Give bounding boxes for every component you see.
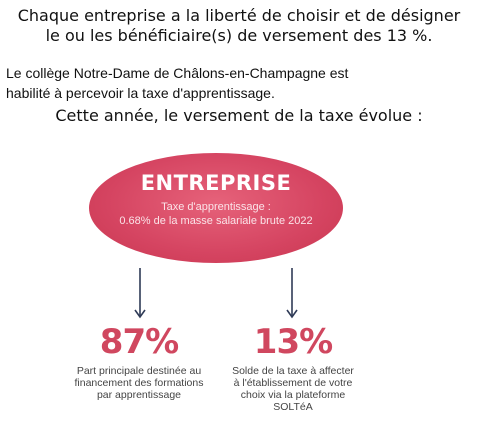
left-desc-line-2: financement des formations — [74, 377, 204, 389]
evolution-heading: Cette année, le versement de la taxe évo… — [55, 106, 423, 125]
right-desc-line-3: choix via la plateforme — [240, 389, 346, 401]
down-arrow-icon-left — [134, 268, 146, 319]
entreprise-subtitle-line-2: 0.68% de la masse salariale brute 2022 — [119, 215, 313, 227]
intro-line-2: le ou les bénéficiaire(s) de versement d… — [45, 26, 433, 45]
college-line-1: Le collège Notre-Dame de Châlons-en-Cham… — [6, 65, 349, 81]
percent-13: 13% — [253, 322, 333, 362]
left-desc-line-1: Part principale destinée au — [76, 365, 202, 377]
entreprise-title: ENTREPRISE — [140, 171, 292, 195]
entreprise-subtitle-line-1: Taxe d'apprentissage : — [161, 201, 271, 213]
right-desc-line-4: SOLTéA — [273, 401, 313, 413]
intro-line-1: Chaque entreprise a la liberté de choisi… — [17, 6, 461, 25]
left-desc-line-3: par apprentissage — [96, 389, 182, 401]
right-desc-line-1: Solde de la taxe à affecter — [232, 365, 354, 377]
right-desc-line-2: à l'établissement de votre — [233, 377, 353, 389]
entreprise-ellipse — [89, 153, 343, 263]
college-line-2: habilité à percevoir la taxe d'apprentis… — [6, 85, 275, 101]
percent-87: 87% — [99, 322, 179, 362]
down-arrow-icon-right — [286, 268, 298, 319]
